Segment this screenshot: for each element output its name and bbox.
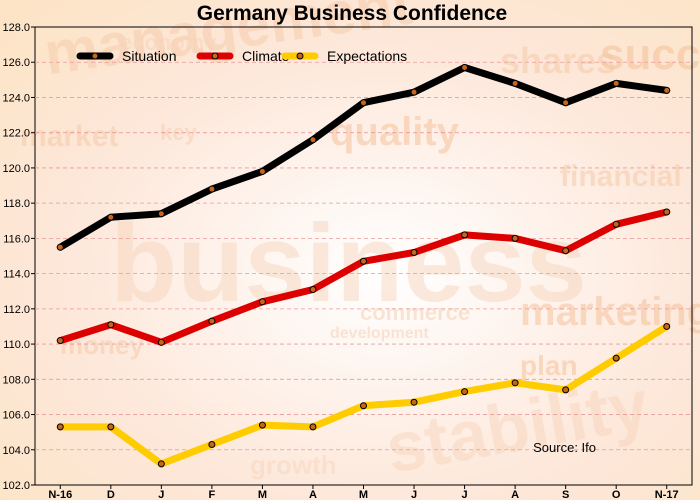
data-point-climate bbox=[360, 257, 367, 265]
y-tick-label: 104.0 bbox=[2, 445, 30, 457]
data-point-expectations bbox=[410, 398, 418, 406]
data-point-climate bbox=[309, 285, 317, 293]
data-point-situation bbox=[410, 88, 418, 96]
data-point-expectations bbox=[107, 423, 115, 431]
y-tick-label: 110.0 bbox=[3, 339, 30, 351]
x-tick-label: D bbox=[107, 489, 115, 500]
y-tick-label: 102.0 bbox=[2, 480, 30, 492]
y-tick-label: 106.0 bbox=[2, 410, 30, 422]
series-line-situation bbox=[56, 64, 671, 251]
x-tick-label: N-16 bbox=[48, 489, 72, 500]
x-tick-label: J bbox=[462, 489, 468, 500]
x-tick-label: M bbox=[258, 489, 267, 500]
x-tick-label: F bbox=[209, 489, 216, 500]
data-point-climate bbox=[107, 321, 115, 329]
data-point-climate bbox=[258, 298, 266, 306]
background-word: economy bbox=[120, 30, 217, 55]
y-tick-label: 112.0 bbox=[3, 304, 30, 316]
data-point-expectations bbox=[461, 388, 469, 396]
y-tick-label: 126.0 bbox=[2, 57, 30, 69]
x-tick-label: A bbox=[511, 489, 519, 500]
data-point-expectations bbox=[157, 460, 165, 468]
legend-label: Expectations bbox=[327, 48, 407, 64]
background-word: growth bbox=[250, 450, 337, 480]
data-point-expectations bbox=[612, 354, 620, 362]
y-tick-label: 108.0 bbox=[2, 374, 30, 386]
data-point-expectations bbox=[309, 423, 317, 431]
data-point-situation bbox=[562, 99, 570, 107]
y-tick-label: 120.0 bbox=[2, 163, 30, 175]
data-point-climate bbox=[562, 247, 570, 255]
y-tick-label: 122.0 bbox=[2, 128, 30, 140]
background-word: financial bbox=[560, 160, 682, 193]
data-point-climate bbox=[511, 234, 519, 242]
x-tick-label: J bbox=[158, 489, 164, 500]
data-point-climate bbox=[410, 248, 418, 256]
legend-marker bbox=[296, 52, 304, 60]
y-tick-label: 116.0 bbox=[3, 233, 30, 245]
data-point-situation bbox=[360, 99, 367, 107]
data-point-climate bbox=[612, 220, 620, 228]
data-point-expectations bbox=[663, 322, 671, 330]
chart-title: Germany Business Confidence bbox=[197, 2, 507, 25]
data-point-expectations bbox=[56, 423, 64, 431]
data-point-expectations bbox=[511, 379, 519, 387]
background-word: quality bbox=[330, 110, 459, 154]
legend-label: Climate bbox=[242, 48, 290, 64]
y-tick-label: 118.0 bbox=[3, 198, 30, 210]
y-tick-label: 128.0 bbox=[2, 22, 30, 34]
data-point-expectations bbox=[208, 440, 216, 448]
data-point-situation bbox=[56, 243, 64, 251]
background-word: shares bbox=[500, 40, 617, 81]
source-note: Source: Ifo bbox=[533, 440, 596, 455]
background-word: success bbox=[600, 30, 700, 79]
data-point-situation bbox=[157, 210, 165, 218]
legend-label: Situation bbox=[122, 48, 176, 64]
legend-marker bbox=[211, 52, 219, 60]
data-point-expectations bbox=[562, 386, 570, 394]
data-point-situation bbox=[663, 86, 671, 94]
background-word: commerce bbox=[360, 300, 471, 325]
x-tick-label: O bbox=[612, 489, 621, 500]
data-point-situation bbox=[511, 79, 519, 87]
data-point-expectations bbox=[258, 421, 266, 429]
series-line-climate bbox=[56, 208, 671, 346]
data-point-expectations bbox=[360, 402, 367, 410]
x-tick-label: S bbox=[562, 489, 569, 500]
background-word: business bbox=[110, 202, 587, 325]
y-tick-label: 124.0 bbox=[2, 92, 30, 104]
data-point-climate bbox=[157, 338, 165, 346]
data-point-climate bbox=[461, 231, 469, 239]
data-point-situation bbox=[107, 213, 115, 221]
data-point-situation bbox=[461, 64, 469, 72]
data-point-situation bbox=[258, 167, 266, 175]
x-tick-label: M bbox=[359, 489, 368, 500]
y-tick-label: 114.0 bbox=[3, 269, 30, 281]
x-tick-label: N-17 bbox=[655, 489, 679, 500]
data-point-situation bbox=[309, 136, 317, 144]
x-tick-label: J bbox=[411, 489, 417, 500]
background-word: plan bbox=[520, 350, 578, 381]
data-point-climate bbox=[56, 337, 64, 345]
background-word: market bbox=[20, 120, 119, 153]
data-point-climate bbox=[663, 208, 671, 216]
data-point-climate bbox=[208, 317, 216, 325]
data-point-situation bbox=[612, 79, 620, 87]
data-point-situation bbox=[208, 185, 216, 193]
background-word: development bbox=[330, 325, 429, 342]
legend-marker bbox=[91, 52, 99, 60]
x-tick-label: A bbox=[309, 489, 317, 500]
